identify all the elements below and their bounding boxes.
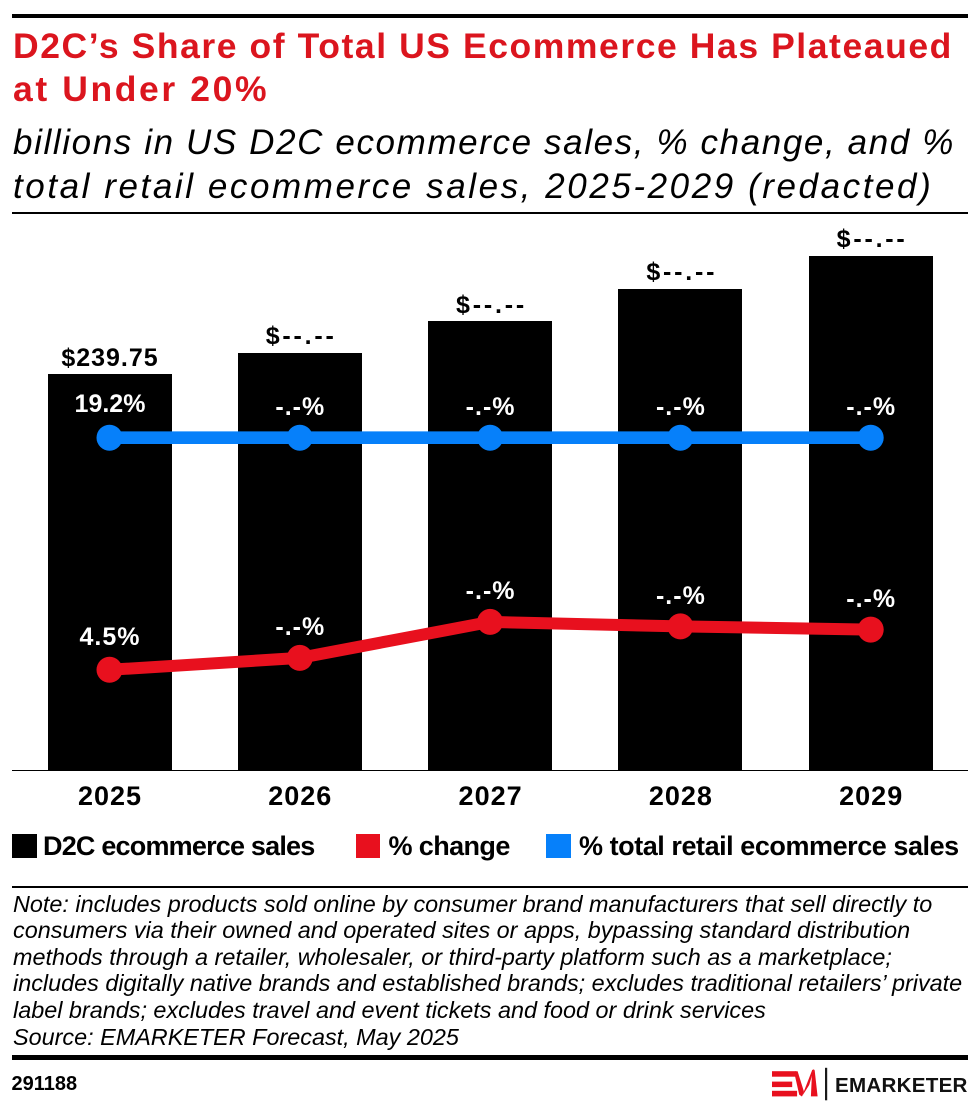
svg-text:EMARKETER: EMARKETER [835,1074,968,1097]
